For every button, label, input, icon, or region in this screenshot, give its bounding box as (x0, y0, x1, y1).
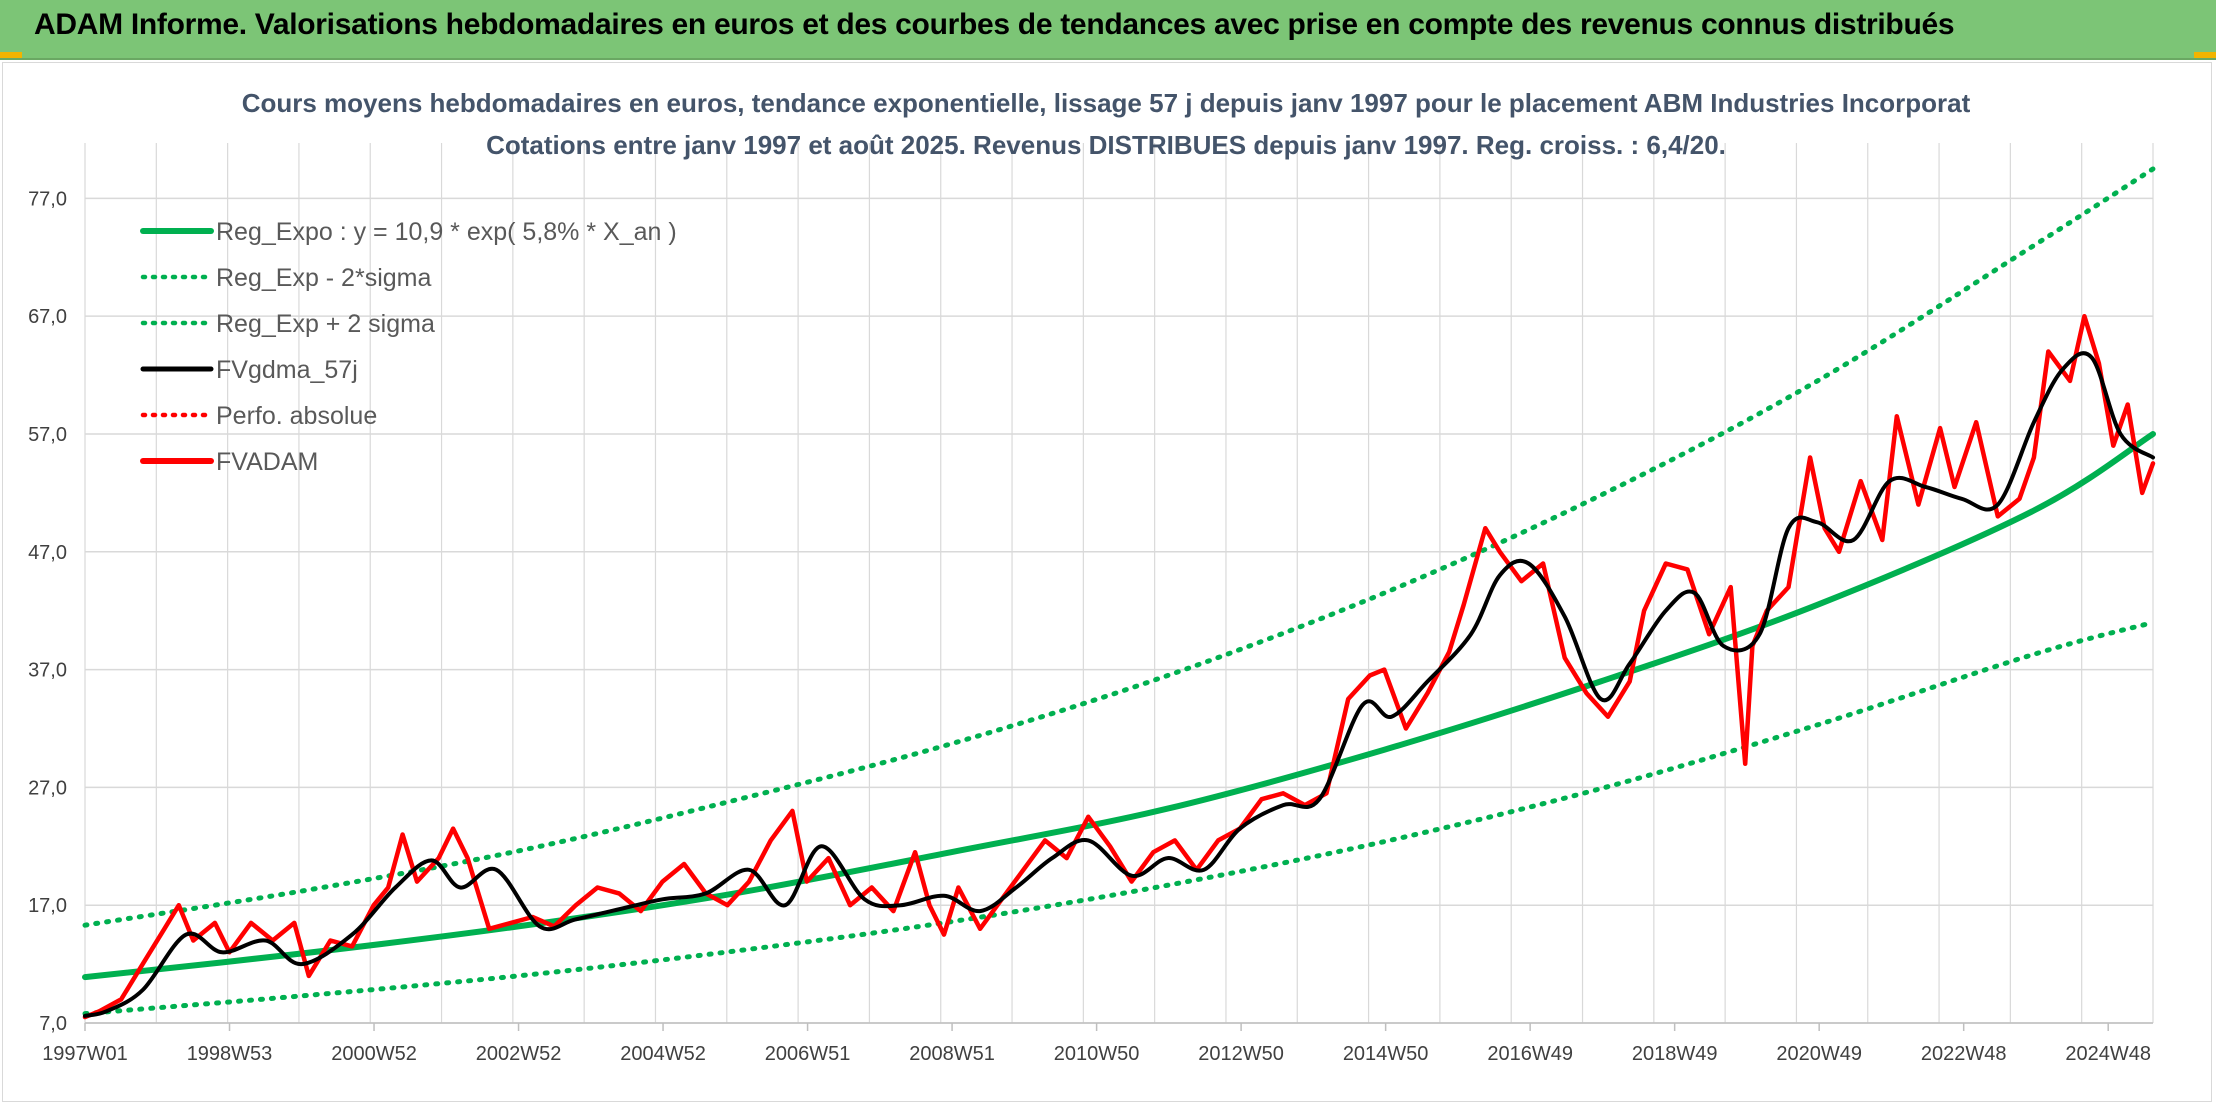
y-tick-label: 27,0 (28, 777, 67, 799)
x-tick-label: 2016W49 (1487, 1043, 1573, 1065)
x-tick-label: 2002W52 (476, 1043, 562, 1065)
y-tick-label: 47,0 (28, 542, 67, 564)
corner-mark-right (2194, 52, 2216, 58)
chart-title: Cours moyens hebdomadaires en euros, ten… (242, 88, 1971, 118)
legend-label: Reg_Expo : y = 10,9 * exp( 5,8% * X_an ) (216, 218, 677, 246)
x-tick-label: 2018W49 (1632, 1043, 1718, 1065)
legend-label: FVgdma_57j (216, 356, 358, 384)
y-tick-label: 37,0 (28, 660, 67, 682)
chart-subtitle: Cotations entre janv 1997 et août 2025. … (486, 130, 1726, 160)
series-line-regression (82, 431, 2156, 981)
x-tick-label: 2012W50 (1198, 1043, 1284, 1065)
x-tick-label: 2004W52 (620, 1043, 706, 1065)
grid-lines (84, 143, 2154, 1024)
chart-area: 7,0 17,0 27,0 37,0 47,0 57,0 67,0 77,0 1997W01 19… (2, 62, 2212, 1102)
banner-title: ADAM Informe. Valorisations hebdomadaire… (34, 8, 1955, 41)
x-tick-label: 1998W53 (187, 1043, 273, 1065)
corner-mark-left (0, 52, 22, 58)
y-tick-label: 77,0 (28, 188, 67, 210)
x-tick-label: 2010W50 (1054, 1043, 1140, 1065)
series-line-lower (82, 620, 2156, 1017)
legend-label: Reg_Exp - 2*sigma (216, 264, 431, 292)
x-tick-label: 2000W52 (331, 1043, 417, 1065)
y-tick-label: 17,0 (28, 895, 67, 917)
y-tick-label: 57,0 (28, 424, 67, 446)
x-tick-label: 2020W49 (1776, 1043, 1862, 1065)
series-line-price (82, 313, 2156, 1020)
legend-label: FVADAM (216, 448, 318, 476)
price-trend-chart: 7,0 17,0 27,0 37,0 47,0 57,0 67,0 77,0 1997W01 19… (28, 88, 2156, 1065)
series-line-upper (82, 166, 2156, 928)
x-tick-label: 2008W51 (909, 1043, 995, 1065)
y-tick-label: 7,0 (39, 1013, 67, 1035)
title-banner: ADAM Informe. Valorisations hebdomadaire… (0, 0, 2216, 60)
x-tick-label: 2014W50 (1343, 1043, 1429, 1065)
chart-series (82, 166, 2156, 1020)
legend-label: Reg_Exp + 2 sigma (216, 310, 435, 338)
y-tick-label: 67,0 (28, 306, 67, 328)
x-tick-label: 2022W48 (1921, 1043, 2007, 1065)
x-tick-label: 2006W51 (765, 1043, 851, 1065)
legend-label: Perfo. absolue (216, 402, 377, 430)
x-tick-label: 1997W01 (42, 1043, 128, 1065)
axis-labels: 7,0 17,0 27,0 37,0 47,0 57,0 67,0 77,0 1997W01 19… (28, 188, 2153, 1065)
series-line-smoothed (83, 351, 2155, 1018)
x-tick-label: 2024W48 (2065, 1043, 2151, 1065)
chart-legend: Reg_Expo : y = 10,9 * exp( 5,8% * X_an )… (140, 218, 677, 476)
